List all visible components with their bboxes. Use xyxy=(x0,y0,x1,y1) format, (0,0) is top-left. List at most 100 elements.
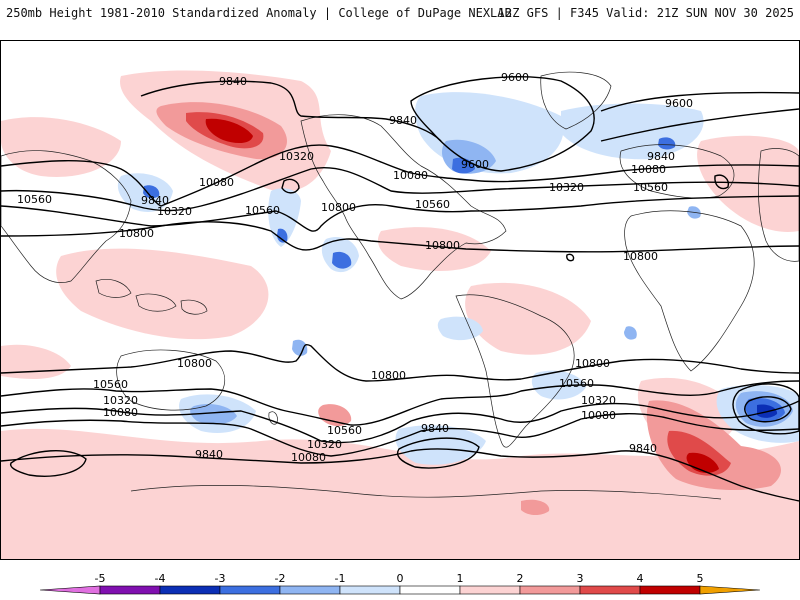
anomaly-positive-core xyxy=(318,404,352,427)
anomaly-negative-region xyxy=(395,425,486,465)
contour-label: 10560 xyxy=(245,204,280,217)
contour-label: 10800 xyxy=(371,369,406,382)
anomaly-negative-core xyxy=(277,228,288,243)
anomaly-negative-core xyxy=(332,251,352,269)
anomaly-negative-core xyxy=(292,339,308,356)
contour-label: 10080 xyxy=(291,451,326,464)
contour-10800-south xyxy=(1,344,799,382)
contour-closed-loop xyxy=(281,178,300,194)
colorbar-bin xyxy=(399,585,461,595)
coastlines xyxy=(1,71,799,500)
contour-label: 10320 xyxy=(279,150,314,163)
colorbar-bins xyxy=(39,585,761,595)
contour-9840-loop xyxy=(732,383,799,435)
contour-label: 10080 xyxy=(199,176,234,189)
contour-label: 10320 xyxy=(103,394,138,407)
colorbar-tick-label: 0 xyxy=(397,572,404,585)
contour-9840-north xyxy=(140,80,442,142)
contour-label: 9840 xyxy=(141,194,169,207)
colorbar-tick-label: -3 xyxy=(215,572,226,585)
height-contours xyxy=(1,76,799,502)
contour-label: 10800 xyxy=(575,357,610,370)
contour-closed-loop xyxy=(714,174,730,190)
colorbar-bin xyxy=(459,585,521,595)
map-svg: 9840 9600 9600 9840 10320 9600 9840 1008… xyxy=(1,70,799,559)
antarctica-outline xyxy=(130,485,722,500)
anomaly-negative-region xyxy=(561,103,704,160)
europe-outline xyxy=(619,144,735,199)
anomaly-negative-core xyxy=(658,137,676,150)
contour-label: 10800 xyxy=(321,201,356,214)
anomaly-negative-region xyxy=(531,370,586,400)
contour-label: 9600 xyxy=(461,158,489,171)
anomaly-positive-core xyxy=(205,118,253,144)
colorbar-bin xyxy=(99,585,161,595)
contour-10080-south xyxy=(1,413,799,457)
contour-9840-loop xyxy=(9,450,87,477)
contour-label: 10320 xyxy=(307,438,342,451)
colorbar-bin xyxy=(219,585,281,595)
anomaly-negative-core xyxy=(190,404,237,425)
contour-label: 10560 xyxy=(415,198,450,211)
contour-label: 10080 xyxy=(393,169,428,182)
contour-label: 10560 xyxy=(633,181,668,194)
contour-10320-south xyxy=(1,400,799,444)
anomaly-negative-core xyxy=(143,185,160,199)
contour-label: 10560 xyxy=(17,193,52,206)
australia-outline xyxy=(116,349,225,411)
colorbar-bin xyxy=(159,585,221,595)
colorbar-tick-label: -2 xyxy=(275,572,286,585)
contour-label: 10800 xyxy=(177,357,212,370)
anomaly-positive-region xyxy=(465,282,591,355)
contour-label: 10560 xyxy=(327,424,362,437)
contour-label: 9600 xyxy=(501,71,529,84)
contour-9840-loop xyxy=(396,437,480,469)
greenland-outline xyxy=(540,71,612,130)
contour-label: 10320 xyxy=(581,394,616,407)
colorbar-bin xyxy=(639,585,701,595)
contour-10800-north xyxy=(1,221,799,253)
colorbar: -5 -4 -3 -2 -1 0 1 2 3 4 5 xyxy=(39,572,761,595)
contour-label: 9840 xyxy=(389,114,417,127)
contour-10320-north xyxy=(1,167,799,212)
contour-label: 10560 xyxy=(93,378,128,391)
north-america-outline xyxy=(300,114,507,300)
colorbar-bin xyxy=(579,585,641,595)
anomaly-negative-region xyxy=(268,188,301,247)
anomaly-positive-region xyxy=(56,248,269,340)
colorbar-tick-label: -4 xyxy=(155,572,166,585)
south-america-outline xyxy=(455,294,575,448)
contour-label: 10080 xyxy=(581,409,616,422)
contour-label: 9840 xyxy=(629,442,657,455)
colorbar-tick-label: 1 xyxy=(457,572,464,585)
contour-label: 10080 xyxy=(103,406,138,419)
chart-title: 250mb Height 1981-2010 Standardized Anom… xyxy=(6,6,512,20)
contour-10560-south xyxy=(1,380,799,426)
contour-label: 10800 xyxy=(623,250,658,263)
colorbar-tick-label: 5 xyxy=(697,572,704,585)
anomaly-negative-region xyxy=(437,316,483,341)
contour-small-loop xyxy=(566,253,575,262)
colorbar-tick-label: -1 xyxy=(335,572,346,585)
anomaly-positive-core xyxy=(646,400,781,491)
colorbar-tick-label: 3 xyxy=(577,572,584,585)
anomaly-negative-core xyxy=(624,326,637,340)
run-info: 12Z GFS | F345 Valid: 21Z SUN NOV 30 202… xyxy=(497,6,794,20)
asia-outline xyxy=(1,150,132,283)
contour-10560-north xyxy=(1,195,799,232)
colorbar-tick-label: 4 xyxy=(637,572,644,585)
asia-east-outline xyxy=(758,148,799,262)
contour-10080-north xyxy=(1,144,799,207)
colorbar-bin xyxy=(699,585,761,595)
contour-label: 9840 xyxy=(195,448,223,461)
colorbar-bin xyxy=(339,585,401,595)
contour-9600-north xyxy=(410,76,595,172)
contour-label: 10800 xyxy=(425,239,460,252)
contour-label: 10080 xyxy=(631,163,666,176)
anomaly-positive-region xyxy=(377,227,491,271)
colorbar-bin xyxy=(279,585,341,595)
anomaly-shading xyxy=(1,70,799,559)
contour-9600-europe xyxy=(600,91,799,112)
contour-label: 9600 xyxy=(665,97,693,110)
contour-9840-south xyxy=(1,448,799,502)
